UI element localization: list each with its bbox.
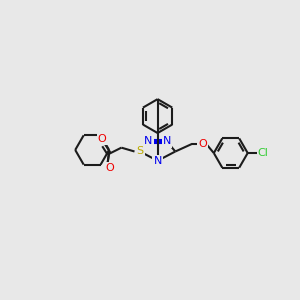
Text: S: S: [136, 146, 143, 157]
Text: Cl: Cl: [258, 148, 268, 158]
Text: O: O: [106, 163, 114, 173]
Text: N: N: [153, 156, 162, 166]
Text: N: N: [163, 136, 171, 146]
Text: O: O: [98, 134, 106, 144]
Text: O: O: [198, 139, 207, 149]
Text: N: N: [144, 136, 152, 146]
